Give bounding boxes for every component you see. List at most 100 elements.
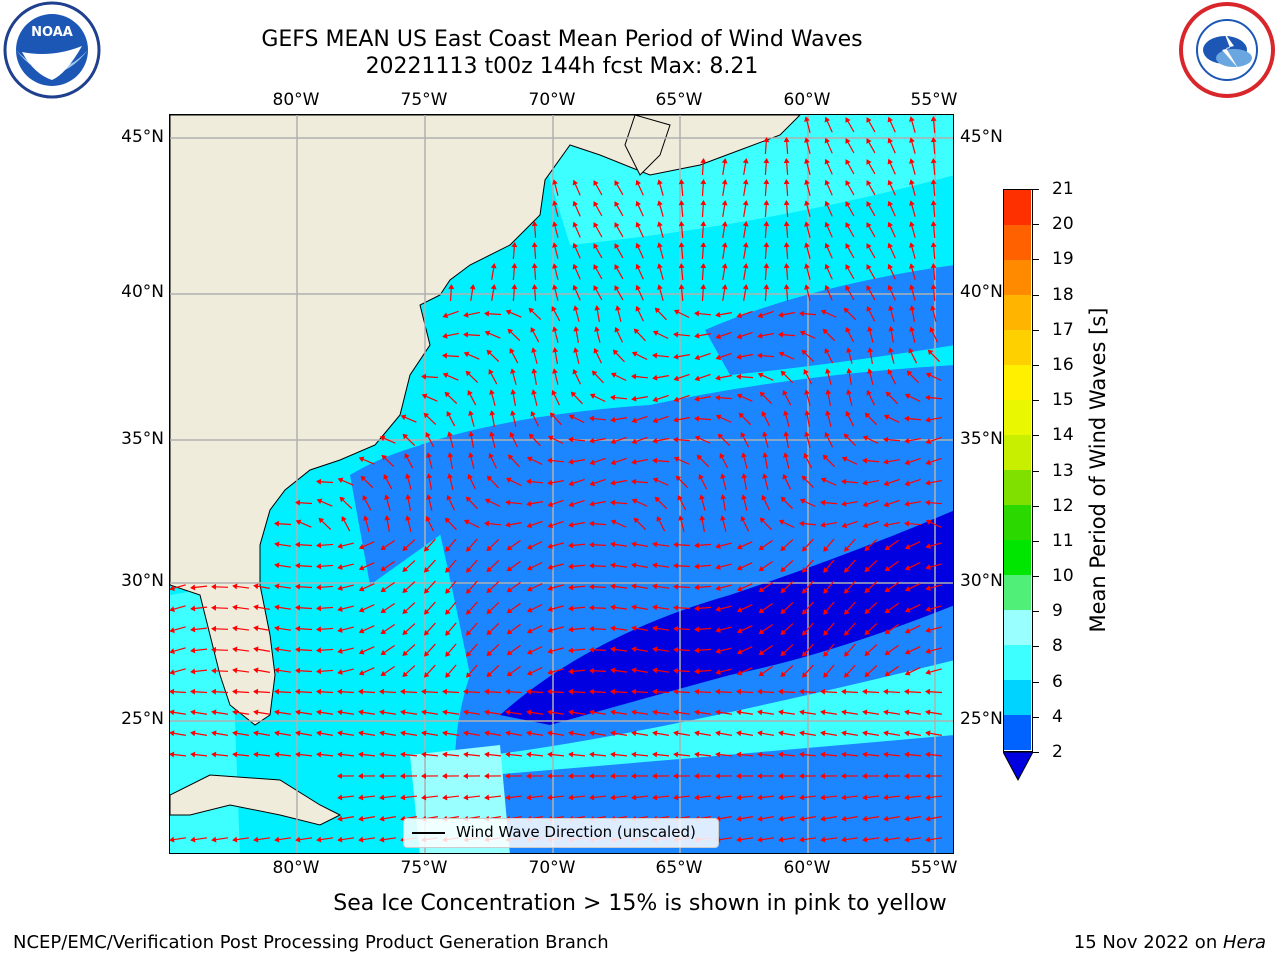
wind-arrow-head	[652, 625, 658, 632]
wind-arrow-head	[253, 730, 259, 737]
wind-arrow-head	[820, 309, 827, 316]
wind-arrow-head	[526, 456, 533, 462]
lon-label-top: 70°W	[528, 90, 576, 110]
wind-arrow-head	[400, 773, 405, 779]
colorbar-tick-label: 16	[1052, 354, 1074, 375]
wind-arrow-head	[802, 630, 808, 636]
wind-arrow-head	[572, 179, 579, 186]
wind-arrow-head	[694, 647, 700, 654]
wind-arrow-head	[400, 794, 406, 801]
wind-arrow-head	[358, 564, 365, 571]
wind-arrow-head	[864, 545, 871, 552]
wind-arrow-head	[757, 794, 763, 801]
wind-arrow-head	[274, 562, 280, 569]
wind-arrow-head	[170, 709, 175, 716]
wind-arrow-head	[589, 688, 595, 695]
wind-arrow-head	[316, 563, 322, 570]
wind-arrow-head	[295, 541, 301, 548]
wind-arrow-head	[742, 158, 749, 164]
colorbar-tick-mark	[1033, 576, 1039, 578]
lat-label-right: 35°N	[960, 429, 1003, 449]
wind-arrow-head	[736, 751, 742, 758]
wind-arrow-head	[783, 452, 789, 458]
wind-arrow-head	[358, 836, 364, 843]
colorbar-segment	[1004, 190, 1031, 225]
wind-arrow-head	[820, 521, 826, 528]
wind-arrow-head	[904, 709, 910, 716]
wind-arrow-head	[489, 431, 495, 437]
wind-arrow-head	[715, 669, 721, 675]
wind-arrow-head	[211, 625, 217, 632]
wind-arrow-head	[823, 630, 829, 636]
wind-arrow-head	[589, 773, 594, 779]
wind-arrow-head	[694, 542, 700, 549]
wind-arrow-head	[736, 353, 742, 360]
colorbar-tick-label: 18	[1052, 284, 1074, 305]
wind-arrow-head	[845, 285, 851, 291]
wind-arrow-head	[904, 607, 911, 613]
wind-arrow-head	[358, 648, 365, 655]
wind-arrow-head	[678, 221, 685, 227]
wind-arrow-head	[463, 351, 470, 358]
wind-arrow-head	[384, 515, 391, 521]
wind-arrow-head	[864, 608, 871, 615]
wind-arrow-head	[547, 773, 552, 779]
wind-arrow-head	[652, 396, 659, 403]
colorbar-tick-mark	[1033, 400, 1039, 402]
wind-arrow-head	[885, 391, 892, 398]
wind-arrow-head	[253, 625, 259, 632]
wind-arrow-head	[762, 452, 769, 458]
wind-arrow-head	[610, 562, 616, 569]
wind-arrow-head	[780, 629, 787, 636]
wind-arrow-head	[421, 373, 427, 380]
wind-arrow-head	[589, 794, 595, 801]
wind-arrow-head	[843, 433, 850, 440]
wind-arrow-head	[211, 751, 217, 758]
wind-arrow-head	[862, 751, 868, 758]
wind-arrow-head	[715, 794, 721, 801]
colorbar-tick-label: 11	[1052, 530, 1074, 551]
wind-arrow-head	[904, 437, 910, 444]
wind-arrow-head	[864, 650, 871, 657]
wind-wave-direction-arrows	[170, 116, 943, 843]
wind-arrow-head	[594, 305, 601, 311]
wind-arrow-head	[404, 453, 410, 459]
wind-arrow-head	[694, 751, 700, 758]
wind-arrow-head	[593, 243, 599, 249]
wind-arrow-head	[799, 688, 805, 695]
wind-arrow-head	[526, 586, 533, 592]
wind-arrow-head	[758, 628, 765, 635]
wind-arrow-head	[358, 794, 364, 801]
wind-arrow-head	[295, 499, 301, 506]
wind-arrow-head	[758, 670, 765, 677]
lon-label-top: 60°W	[783, 90, 831, 110]
wind-arrow-head	[316, 478, 322, 485]
wind-arrow-head	[442, 730, 448, 737]
wind-arrow-head	[758, 649, 765, 656]
wind-arrow-head	[715, 688, 721, 695]
wind-arrow-head	[572, 263, 579, 270]
wind-arrow-head	[925, 519, 932, 525]
wind-arrow-head	[274, 541, 280, 548]
colorbar-segment	[1004, 645, 1031, 680]
wind-arrow-head	[783, 410, 789, 416]
wind-arrow-head	[715, 585, 721, 591]
wind-arrow-head	[778, 311, 784, 318]
wind-arrow-head	[400, 414, 407, 421]
wind-arrow-head	[778, 519, 785, 525]
wind-arrow-head	[738, 412, 745, 419]
wind-arrow-head	[864, 671, 871, 678]
wind-arrow-head	[526, 607, 533, 613]
lon-label-bottom: 60°W	[783, 858, 831, 878]
wind-arrow-head	[699, 494, 705, 500]
wind-arrow-head	[841, 688, 847, 695]
wind-arrow-head	[883, 730, 889, 737]
wind-arrow-head	[253, 604, 259, 611]
wind-arrow-head	[652, 417, 659, 424]
wind-arrow-head	[358, 773, 363, 779]
wind-arrow-head	[930, 242, 937, 248]
wind-arrow-head	[631, 417, 638, 424]
wind-arrow-head	[824, 116, 831, 123]
wind-arrow-head	[362, 495, 368, 501]
wind-arrow-head	[780, 545, 787, 552]
